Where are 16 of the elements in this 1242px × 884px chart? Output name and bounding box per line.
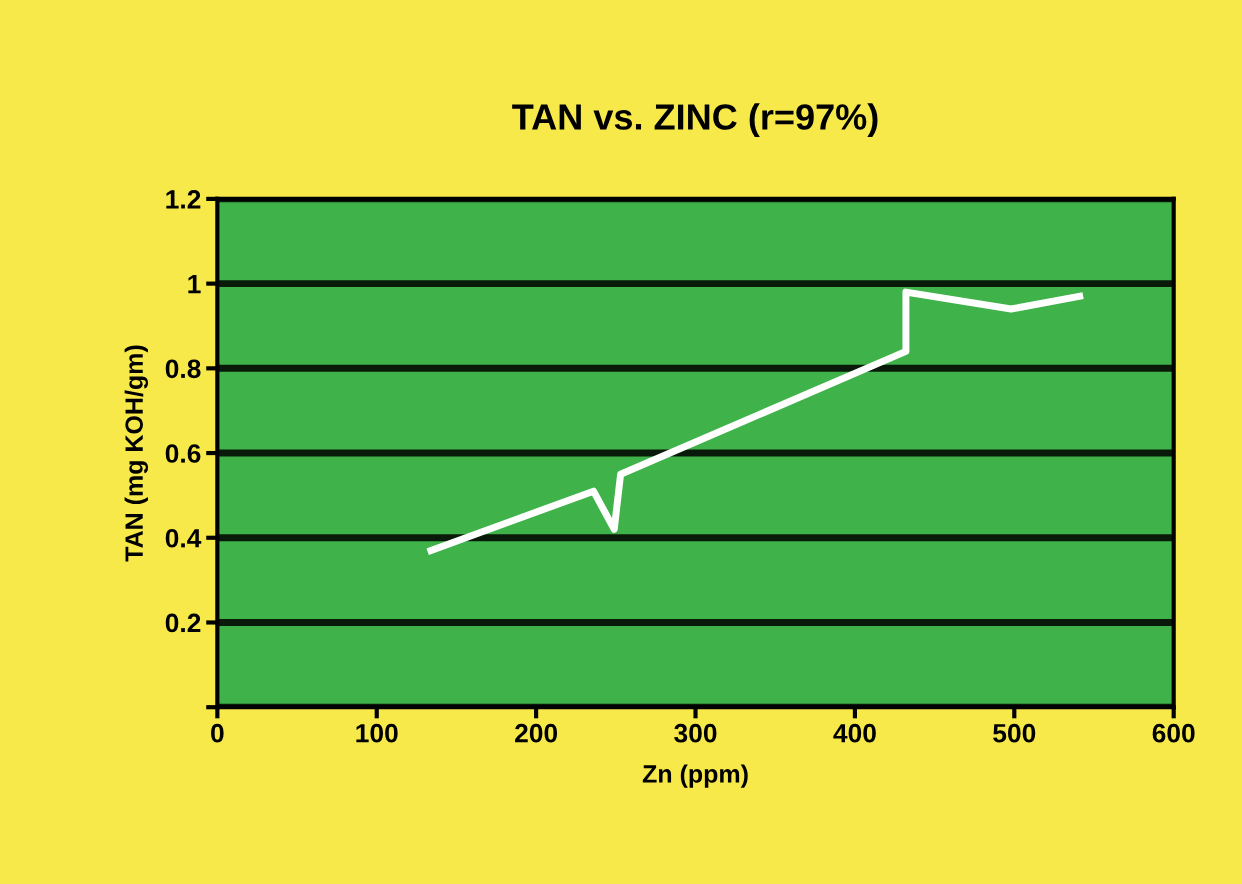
x-axis-title: Zn (ppm) bbox=[642, 764, 748, 788]
y-axis-title: TAN (mg KOH/gm) bbox=[124, 345, 149, 562]
y-tick-label: 1 bbox=[188, 275, 201, 294]
y-tick-label: 0.6 bbox=[165, 444, 201, 463]
y-tick-label: 0.8 bbox=[165, 359, 201, 379]
y-tick-label: 0.4 bbox=[165, 528, 202, 548]
x-tick-label: 500 bbox=[993, 723, 1036, 743]
chart-title: TAN vs. ZINC (r=97%) bbox=[512, 103, 878, 137]
y-tick-label: 0.2 bbox=[165, 613, 201, 633]
y-tick-label: 1.2 bbox=[166, 190, 201, 209]
x-tick-label: 300 bbox=[674, 723, 717, 743]
x-tick-label: 200 bbox=[515, 723, 558, 743]
x-tick-label: 600 bbox=[1152, 723, 1195, 743]
x-tick-label: 0 bbox=[211, 723, 224, 743]
x-tick-label: 400 bbox=[833, 723, 876, 743]
x-tick-label: 100 bbox=[356, 723, 398, 743]
